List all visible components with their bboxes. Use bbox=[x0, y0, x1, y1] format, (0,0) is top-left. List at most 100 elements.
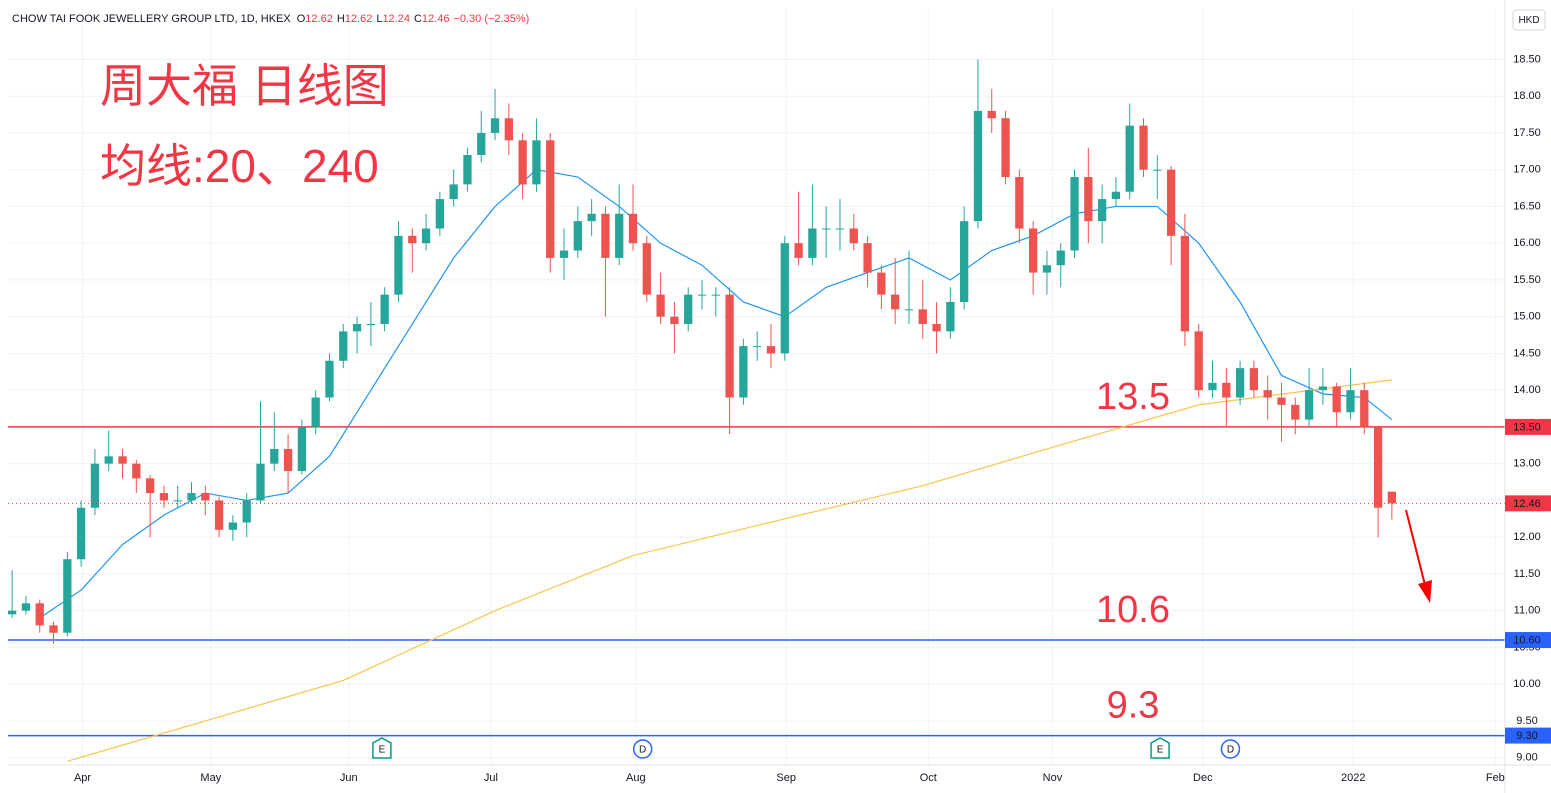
symbol-title: CHOW TAI FOOK JEWELLERY GROUP LTD, 1D, H… bbox=[12, 13, 291, 25]
x-tick-label: Jun bbox=[340, 772, 358, 784]
candle-body bbox=[1208, 382, 1217, 391]
candle-body bbox=[753, 346, 762, 348]
event-label: D bbox=[639, 745, 646, 756]
candle-body bbox=[1235, 368, 1245, 398]
candle-body bbox=[615, 213, 624, 258]
x-tick-label: Feb bbox=[1486, 772, 1505, 784]
y-tick-label: 16.00 bbox=[1513, 237, 1541, 249]
change: −0.30 (−2.35%) bbox=[453, 13, 529, 25]
x-tick-label: Oct bbox=[920, 772, 937, 784]
candle-body bbox=[325, 360, 334, 398]
candle-body bbox=[1332, 386, 1341, 413]
candle-body bbox=[1249, 368, 1259, 391]
candle-body bbox=[1277, 397, 1286, 405]
candle-body bbox=[1153, 169, 1162, 171]
candle-body bbox=[1125, 125, 1134, 192]
candle-body bbox=[960, 221, 969, 302]
candle-body bbox=[8, 610, 17, 615]
candle-body bbox=[1028, 228, 1038, 273]
event-badge bbox=[372, 737, 392, 759]
candle-body bbox=[1291, 404, 1300, 420]
candle-body bbox=[573, 221, 582, 251]
event-label: D bbox=[1227, 745, 1234, 756]
candle-body bbox=[118, 456, 127, 464]
candle-body bbox=[808, 228, 817, 258]
header: CHOW TAI FOOK JEWELLERY GROUP LTD, 1D, H… bbox=[12, 13, 529, 25]
candle-body bbox=[532, 140, 541, 185]
candle-body bbox=[339, 331, 348, 361]
x-tick-label: Aug bbox=[626, 772, 646, 784]
legend-key: C bbox=[414, 13, 422, 25]
candle-body bbox=[1139, 125, 1148, 170]
level-label-box bbox=[1505, 632, 1551, 649]
candle-body bbox=[684, 294, 693, 325]
candle-body bbox=[546, 140, 555, 258]
candle-body bbox=[835, 228, 845, 230]
y-tick-label: 9.50 bbox=[1516, 715, 1537, 727]
candle-body bbox=[891, 294, 900, 310]
candle-body bbox=[1360, 390, 1369, 427]
candle-body bbox=[366, 324, 376, 326]
event-marker[interactable]: E bbox=[372, 737, 392, 759]
candle-body bbox=[642, 243, 651, 295]
level-note: 10.6 bbox=[1096, 589, 1170, 631]
x-tick-label: Sep bbox=[776, 772, 796, 784]
candle-body bbox=[1263, 390, 1272, 398]
candle-body bbox=[380, 294, 389, 325]
x-tick-label: Jul bbox=[484, 772, 498, 784]
y-tick-label: 17.00 bbox=[1513, 164, 1541, 176]
event-marker[interactable]: E bbox=[1150, 737, 1170, 759]
y-tick-label: 15.50 bbox=[1513, 274, 1541, 286]
event-label: E bbox=[1157, 745, 1164, 756]
y-tick-label: 18.00 bbox=[1513, 90, 1541, 102]
candle-body bbox=[1222, 382, 1231, 398]
legend-key: L bbox=[376, 13, 382, 25]
event-marker[interactable]: D bbox=[1220, 739, 1241, 759]
y-tick-label: 17.50 bbox=[1513, 127, 1541, 139]
candle-body bbox=[1194, 331, 1203, 391]
currency-box[interactable] bbox=[1512, 9, 1546, 31]
y-tick-label: 14.50 bbox=[1513, 347, 1541, 359]
candle-body bbox=[711, 294, 720, 296]
candle-body bbox=[76, 507, 86, 560]
trend-arrow bbox=[1405, 509, 1432, 603]
event-marker[interactable]: D bbox=[632, 739, 653, 759]
candle-body bbox=[1111, 191, 1121, 200]
legend-key: H bbox=[337, 13, 345, 25]
candle-body bbox=[822, 228, 831, 230]
y-tick-label: 10.00 bbox=[1513, 678, 1541, 690]
legend-value: 12.62 bbox=[345, 13, 373, 25]
event-label: E bbox=[379, 745, 386, 756]
currency: HKD bbox=[1518, 15, 1539, 26]
x-tick-label: Apr bbox=[74, 772, 91, 784]
level-label-box bbox=[1505, 418, 1551, 435]
candle-body bbox=[904, 309, 914, 311]
candle-body bbox=[132, 463, 141, 479]
candle-body bbox=[173, 500, 182, 502]
candle-body bbox=[587, 213, 596, 222]
candle-body bbox=[946, 301, 955, 332]
y-tick-label: 12.00 bbox=[1513, 531, 1541, 543]
level-note: 9.3 bbox=[1107, 685, 1160, 727]
annotation-ma: 均线:20、240 bbox=[100, 140, 379, 192]
candle-body bbox=[228, 522, 238, 530]
candle-body bbox=[877, 272, 886, 295]
candle-body bbox=[518, 140, 527, 185]
candle-body bbox=[1056, 250, 1065, 266]
candle-body bbox=[1015, 177, 1024, 229]
candle-body bbox=[256, 463, 265, 501]
candle-body bbox=[504, 118, 513, 141]
level-label: 9.30 bbox=[1516, 730, 1537, 742]
candle-body bbox=[697, 294, 707, 296]
level-label: 13.50 bbox=[1513, 421, 1541, 433]
candle-body bbox=[49, 625, 58, 633]
legend-key: O bbox=[297, 13, 306, 25]
candle-body bbox=[145, 478, 155, 494]
candle-body bbox=[408, 235, 417, 244]
candle-body bbox=[849, 228, 858, 244]
candle-body bbox=[214, 500, 224, 530]
candle-body bbox=[297, 426, 307, 472]
level-label-box bbox=[1505, 727, 1551, 744]
candle-body bbox=[1166, 169, 1176, 236]
